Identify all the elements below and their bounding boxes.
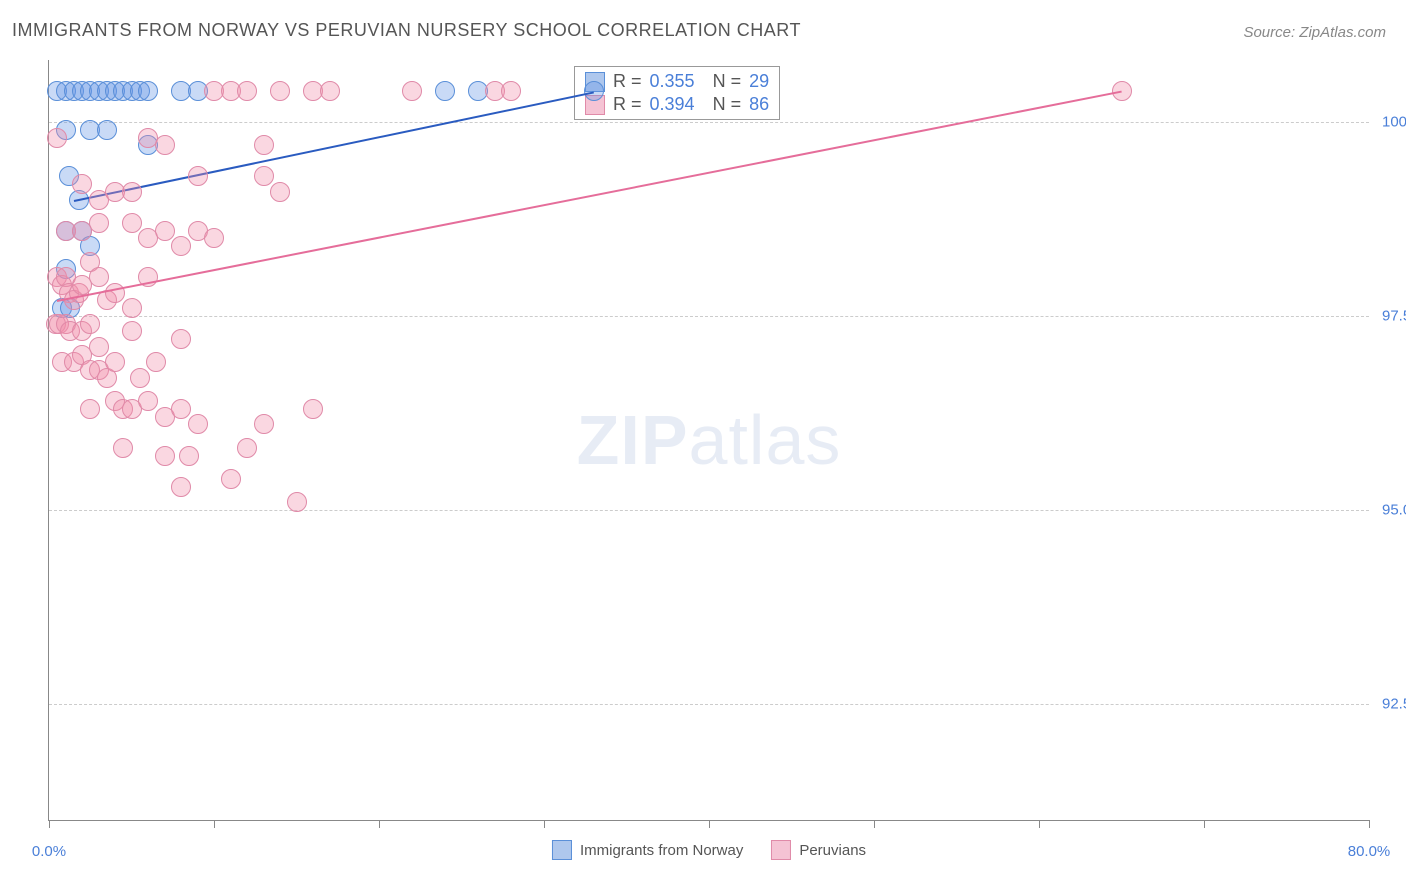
legend-label-2: Peruvians	[799, 842, 866, 859]
data-point	[188, 414, 208, 434]
data-point	[287, 492, 307, 512]
data-point	[138, 391, 158, 411]
data-point	[122, 213, 142, 233]
legend-item-1: Immigrants from Norway	[552, 840, 743, 860]
data-point	[122, 182, 142, 202]
data-point	[402, 81, 422, 101]
data-point	[179, 446, 199, 466]
data-point	[221, 469, 241, 489]
stats-r-label: R =	[613, 94, 642, 115]
data-point	[155, 135, 175, 155]
data-point	[237, 438, 257, 458]
data-point	[270, 81, 290, 101]
stats-r-value-1: 0.355	[650, 71, 695, 92]
y-tick-label: 95.0%	[1374, 501, 1406, 518]
data-point	[89, 267, 109, 287]
gridline	[49, 122, 1369, 123]
data-point	[80, 399, 100, 419]
stats-n-value-1: 29	[749, 71, 769, 92]
data-point	[80, 314, 100, 334]
data-point	[171, 329, 191, 349]
chart-title: IMMIGRANTS FROM NORWAY VS PERUVIAN NURSE…	[12, 20, 801, 41]
data-point	[171, 399, 191, 419]
data-point	[105, 352, 125, 372]
source-attribution: Source: ZipAtlas.com	[1243, 24, 1386, 41]
data-point	[188, 166, 208, 186]
watermark-bold: ZIP	[577, 401, 689, 479]
data-point	[204, 228, 224, 248]
x-tick	[49, 820, 50, 828]
correlation-stats-box: R = 0.355 N = 29 R = 0.394 N = 86	[574, 66, 780, 120]
stats-row-series1: R = 0.355 N = 29	[585, 71, 769, 92]
stats-row-series2: R = 0.394 N = 86	[585, 94, 769, 115]
stats-n-label: N =	[713, 71, 742, 92]
data-point	[155, 221, 175, 241]
stats-n-label: N =	[713, 94, 742, 115]
stats-n-value-2: 86	[749, 94, 769, 115]
gridline	[49, 510, 1369, 511]
data-point	[47, 128, 67, 148]
data-point	[171, 477, 191, 497]
data-point	[254, 414, 274, 434]
data-point	[254, 135, 274, 155]
data-point	[303, 399, 323, 419]
x-tick	[544, 820, 545, 828]
data-point	[72, 174, 92, 194]
scatter-plot-area: ZIPatlas R = 0.355 N = 29 R = 0.394 N = …	[48, 60, 1369, 821]
y-tick-label: 92.5%	[1374, 695, 1406, 712]
x-tick-label: 80.0%	[1348, 843, 1391, 860]
data-point	[130, 368, 150, 388]
gridline	[49, 704, 1369, 705]
x-tick	[1039, 820, 1040, 828]
watermark: ZIPatlas	[577, 400, 842, 480]
data-point	[97, 120, 117, 140]
data-point	[89, 213, 109, 233]
stats-r-value-2: 0.394	[650, 94, 695, 115]
x-tick-label: 0.0%	[32, 843, 66, 860]
data-point	[501, 81, 521, 101]
data-point	[237, 81, 257, 101]
x-tick	[379, 820, 380, 828]
legend-swatch-2	[771, 840, 791, 860]
x-tick	[214, 820, 215, 828]
x-tick	[709, 820, 710, 828]
stats-r-label: R =	[613, 71, 642, 92]
legend-label-1: Immigrants from Norway	[580, 842, 743, 859]
data-point	[138, 81, 158, 101]
data-point	[122, 321, 142, 341]
data-point	[320, 81, 340, 101]
watermark-light: atlas	[689, 401, 842, 479]
data-point	[113, 438, 133, 458]
legend-item-2: Peruvians	[771, 840, 866, 860]
gridline	[49, 316, 1369, 317]
x-tick	[1204, 820, 1205, 828]
y-tick-label: 100.0%	[1374, 114, 1406, 131]
data-point	[171, 236, 191, 256]
y-tick-label: 97.5%	[1374, 307, 1406, 324]
data-point	[122, 298, 142, 318]
data-point	[270, 182, 290, 202]
bottom-legend: Immigrants from Norway Peruvians	[552, 840, 866, 860]
data-point	[254, 166, 274, 186]
x-tick	[874, 820, 875, 828]
data-point	[155, 446, 175, 466]
x-tick	[1369, 820, 1370, 828]
data-point	[146, 352, 166, 372]
legend-swatch-1	[552, 840, 572, 860]
data-point	[435, 81, 455, 101]
data-point	[105, 283, 125, 303]
